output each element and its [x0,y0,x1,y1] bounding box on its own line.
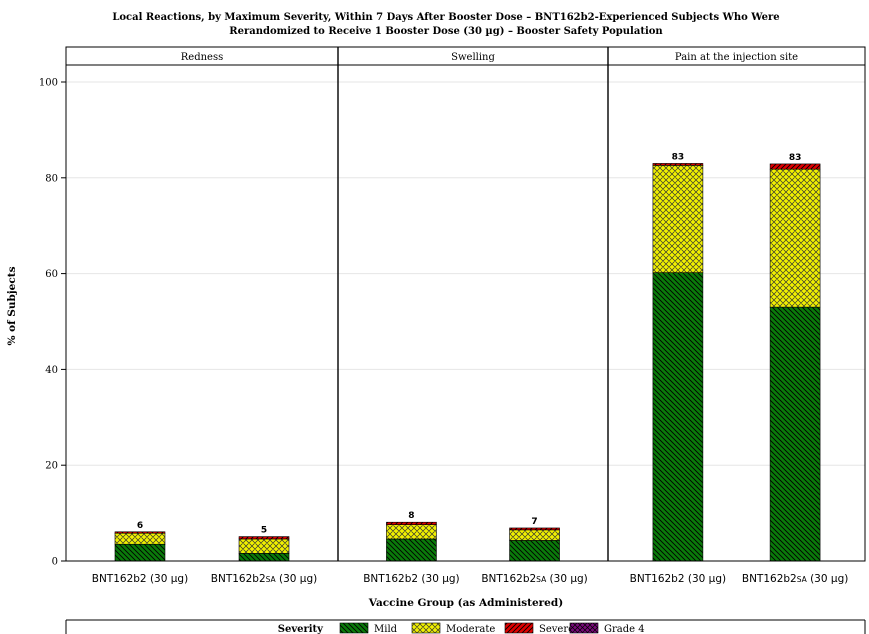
x-tick-label-redness-group-2: BNT162b2SA (30 µg) [211,573,317,585]
x-axis-label: Vaccine Group (as Administered) [368,597,563,609]
y-tick-label-40: 40 [45,365,58,376]
data-label-swelling-group-2: 7 [531,517,537,527]
y-tick-label-0: 0 [52,557,58,568]
legend-swatch-moderate [411,622,441,634]
legend-swatch-mild [339,622,369,634]
bar-swelling-group-1-moderate [386,524,437,540]
plot-border [65,46,866,562]
y-axis: 0 20 40 60 80 100 [39,78,66,568]
bar-pain-at-the-injection-site-group-1-severe [652,163,704,166]
bar-redness-group-1-moderate [114,532,166,545]
chart-title-line-1: Local Reactions, by Maximum Severity, Wi… [112,12,779,23]
chart-title-line-2: Rerandomized to Receive 1 Booster Dose (… [229,26,663,37]
bar-pain-at-the-injection-site-group-2-moderate [769,168,821,308]
data-label-pain-at-the-injection-site-group-2: 83 [789,153,802,163]
legend: Severity Mild Moderate Severe Grade 4 [65,619,866,634]
x-tick-label-redness-group-1: BNT162b2 (30 µg) [92,573,188,585]
bar-redness-group-2-moderate [238,538,290,554]
bar-pain-at-the-injection-site-group-1-moderate [652,165,704,273]
panel-titles: Redness Swelling Pain at the injection sit… [181,52,798,63]
panel-title-redness: Redness [181,52,223,63]
legend-label-moderate: Moderate [446,624,495,634]
legend-label-grade-4: Grade 4 [604,624,645,634]
legend-label-mild: Mild [374,624,398,634]
x-tick-label-pain-at-the-injection-site-group-1: BNT162b2 (30 µg) [630,573,726,585]
y-tick-label-60: 60 [45,269,58,280]
bar-swelling-group-2-severe [509,527,560,531]
bar-swelling-group-2-moderate [509,529,560,541]
panel-title-pain-at-the-injection-site: Pain at the injection site [675,52,798,63]
data-label-redness-group-1: 6 [137,521,143,531]
bar-swelling-group-1-severe [386,521,437,525]
x-tick-label-swelling-group-1: BNT162b2 (30 µg) [363,573,459,585]
bar-redness-group-1-mild [114,543,166,562]
x-axis-tick-labels: BNT162b2 (30 µg) BNT162b2SA (30 µg) BNT162… [92,573,849,585]
legend-swatch-grade-4 [569,622,599,634]
data-label-pain-at-the-injection-site-group-1: 83 [672,152,685,162]
bar-pain-at-the-injection-site-group-1-mild [652,272,704,562]
plot-frame [65,46,866,562]
y-tick-label-100: 100 [39,78,58,89]
bar-redness-group-2-severe [238,536,290,540]
data-label-redness-group-2: 5 [261,526,267,536]
bar-pain-at-the-injection-site-group-2-severe [769,163,821,170]
y-axis-label: % of Subjects [6,266,18,345]
bar-redness-group-1-severe [114,531,166,534]
x-tick-label-swelling-group-2: BNT162b2SA (30 µg) [481,573,587,585]
y-tick-label-20: 20 [45,461,58,472]
bar-swelling-group-1-mild [386,538,437,562]
legend-title: Severity [278,624,324,634]
legend-swatch-severe [504,622,534,634]
y-tick-label-80: 80 [45,173,58,184]
bar-pain-at-the-injection-site-group-2-mild [769,306,821,562]
gridlines [66,81,865,466]
data-label-swelling-group-1: 8 [408,511,414,521]
panel-title-swelling: Swelling [451,52,495,63]
bar-redness-group-2-mild [238,553,290,562]
bars: 6 5 8 7 83 83 [114,152,821,562]
legend-label-severe: Severe [539,624,574,634]
bar-swelling-group-2-mild [509,540,560,562]
x-tick-label-pain-at-the-injection-site-group-2: BNT162b2SA (30 µg) [742,573,848,585]
